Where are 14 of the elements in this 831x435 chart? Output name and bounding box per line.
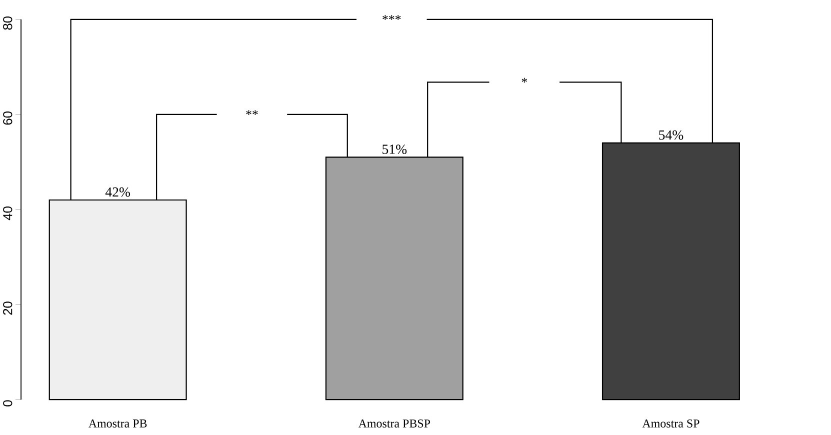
x-tick-label: Amostra SP xyxy=(642,420,700,428)
annotation: *** xyxy=(382,15,401,20)
x-tick-label: Amostra PB xyxy=(88,420,147,428)
x-tick-label: Amostra PBSP xyxy=(358,420,430,428)
y-tick-label: 0 xyxy=(3,400,12,406)
y-tick-label: 20 xyxy=(3,302,12,315)
annotation: ** xyxy=(246,110,258,116)
data-label: 51% xyxy=(382,144,407,154)
data-label: 54% xyxy=(659,130,684,140)
y-tick-label: 60 xyxy=(3,112,12,125)
y-tick-label: 40 xyxy=(3,206,12,220)
data-label: 42% xyxy=(105,187,130,197)
y-tick-label: 80 xyxy=(3,16,12,30)
annotation: * xyxy=(522,78,528,83)
